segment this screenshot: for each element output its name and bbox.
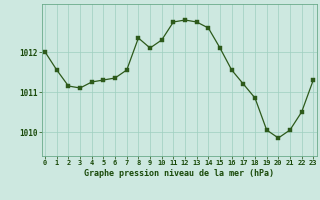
X-axis label: Graphe pression niveau de la mer (hPa): Graphe pression niveau de la mer (hPa)	[84, 169, 274, 178]
